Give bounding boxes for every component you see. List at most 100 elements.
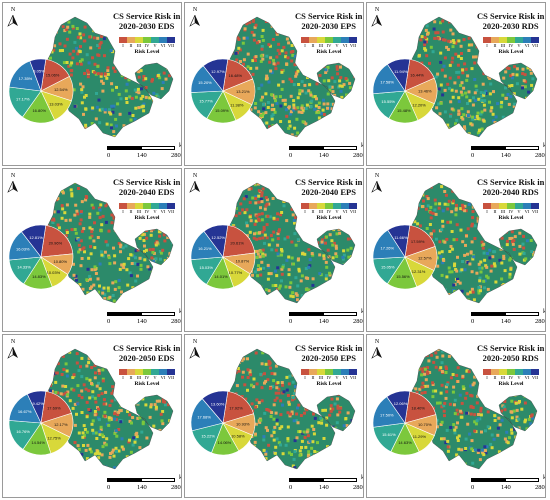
risk-level-legend: I II III IV V VI VII Risk Level bbox=[119, 369, 175, 388]
legend-level-label: V bbox=[335, 209, 339, 214]
scale-tick-label: 0 bbox=[471, 318, 475, 325]
scale-unit: km bbox=[543, 308, 546, 315]
pie-slice-label: 14.01% bbox=[214, 274, 228, 279]
legend-level-label: IV bbox=[326, 209, 332, 214]
legend-swatch bbox=[127, 369, 135, 375]
pie-slice-label: 15.05% bbox=[381, 264, 395, 269]
legend-swatch bbox=[491, 203, 499, 209]
legend-caption: Risk Level bbox=[316, 49, 342, 55]
scale-tick-label: 140 bbox=[319, 152, 329, 159]
north-arrow-icon: N bbox=[7, 339, 19, 359]
legend-swatch bbox=[167, 203, 175, 209]
legend-swatch bbox=[499, 203, 507, 209]
legend-level-label: III bbox=[500, 43, 506, 48]
map-panel: CS Service Risk in 2020-2050 EPS I II III IV V… bbox=[184, 334, 364, 498]
pie-slice-label: 15.48% bbox=[397, 108, 411, 113]
legend-level-label: I bbox=[122, 43, 124, 48]
legend-level-label: I bbox=[304, 209, 306, 214]
panel-title-line2: 2020-2030 EDS bbox=[118, 21, 175, 31]
north-arrow-icon: N bbox=[189, 339, 201, 359]
legend-level-label: III bbox=[500, 375, 506, 380]
risk-level-legend: I II III IV V VI VII Risk Level bbox=[483, 37, 539, 56]
scale-tick-label: 0 bbox=[471, 152, 475, 159]
legend-swatch bbox=[507, 369, 515, 375]
pie-slice-label: 11.94% bbox=[394, 69, 408, 74]
scale-segment bbox=[471, 478, 505, 482]
legend-level-label: VII bbox=[531, 375, 539, 380]
legend-level-label: III bbox=[318, 43, 324, 48]
pie-slice-label: 14.83% bbox=[32, 274, 46, 279]
pie-slice bbox=[222, 225, 256, 258]
map-panel: CS Service Risk in 2020-2030 EDS I II III IV V… bbox=[2, 2, 182, 166]
scale-tick-label: 280 bbox=[171, 484, 181, 491]
pie-slice-label: 20.96% bbox=[49, 241, 63, 246]
legend-swatch bbox=[515, 369, 523, 375]
scale-unit: km bbox=[543, 474, 546, 481]
map-panel: CS Service Risk in 2020-2040 RDS I II III IV V… bbox=[366, 168, 546, 332]
scale-tick-label: 280 bbox=[535, 152, 545, 159]
map-panel: CS Service Risk in 2020-2050 EDS I II III IV V… bbox=[2, 334, 182, 498]
pie-slice-label: 15.06% bbox=[46, 72, 60, 77]
legend-level-label: VII bbox=[349, 209, 357, 214]
panel-title-line2: 2020-2050 EDS bbox=[118, 353, 175, 363]
legend-level-label: VII bbox=[167, 43, 175, 48]
pie-slice-label: 10.80% bbox=[53, 259, 67, 264]
legend-swatch bbox=[119, 369, 127, 375]
legend-caption: Risk Level bbox=[498, 49, 524, 55]
scale-tick-label: 0 bbox=[107, 484, 111, 491]
scale-segment bbox=[289, 478, 323, 482]
scale-bar: 0 140 280 km bbox=[471, 308, 546, 331]
legend-level-label: VI bbox=[524, 209, 530, 214]
pie-slice-label: 16.44% bbox=[410, 73, 424, 78]
legend-swatch bbox=[301, 37, 309, 43]
legend-caption: Risk Level bbox=[134, 381, 160, 387]
pie-slice-label: 16.80% bbox=[32, 108, 46, 113]
legend-level-label: VII bbox=[349, 43, 357, 48]
panel-title-line1: CS Service Risk in bbox=[113, 343, 181, 353]
panel-title: CS Service Risk in 2020-2040 RDS bbox=[477, 177, 544, 197]
north-arrow-icon: N bbox=[371, 173, 383, 193]
risk-level-legend: I II III IV V VI VII Risk Level bbox=[483, 203, 539, 222]
legend-level-label: I bbox=[122, 209, 124, 214]
panel-title: CS Service Risk in 2020-2040 EPS bbox=[295, 177, 362, 197]
panel-title: CS Service Risk in 2020-2030 EPS bbox=[295, 11, 362, 31]
legend-swatch bbox=[309, 203, 317, 209]
scale-unit: km bbox=[179, 308, 182, 315]
scale-tick-label: 140 bbox=[137, 484, 147, 491]
pie-slice-label: 13.60% bbox=[211, 401, 225, 406]
scale-segment bbox=[141, 478, 175, 482]
panel-title-line2: 2020-2050 EPS bbox=[301, 353, 356, 363]
scale-tick-label: 280 bbox=[353, 152, 363, 159]
scale-bar: 0 140 280 km bbox=[107, 142, 181, 165]
map-panel: CS Service Risk in 2020-2040 EPS I II III IV V… bbox=[184, 168, 364, 332]
pie-slice-label: 17.35% bbox=[19, 76, 33, 81]
scale-tick-label: 140 bbox=[137, 318, 147, 325]
legend-level-label: IV bbox=[508, 375, 514, 380]
pie-slice-label: 17.69% bbox=[47, 405, 61, 410]
legend-swatch bbox=[483, 203, 491, 209]
panel-title-line2: 2020-2050 RDS bbox=[482, 353, 539, 363]
pie-slice-label: 8.05% bbox=[33, 69, 45, 74]
north-label: N bbox=[374, 173, 380, 179]
legend-swatch bbox=[349, 37, 357, 43]
legend-caption: Risk Level bbox=[498, 381, 524, 387]
legend-swatch bbox=[167, 37, 175, 43]
pie-slice-label: 15.03% bbox=[199, 265, 213, 270]
pie-slice-label: 15.77% bbox=[199, 99, 213, 104]
legend-swatch bbox=[159, 369, 167, 375]
legend-level-label: I bbox=[304, 43, 306, 48]
legend-level-label: VII bbox=[349, 375, 357, 380]
legend-level-label: VI bbox=[342, 43, 348, 48]
legend-swatch bbox=[523, 203, 531, 209]
north-arrow-icon: N bbox=[371, 7, 383, 27]
legend-swatch bbox=[483, 369, 491, 375]
scale-segment bbox=[323, 478, 357, 482]
legend-swatch bbox=[499, 369, 507, 375]
panel-title-line1: CS Service Risk in bbox=[295, 343, 363, 353]
risk-level-legend: I II III IV V VI VII Risk Level bbox=[119, 203, 175, 222]
scale-bar: 0 140 280 km bbox=[107, 308, 182, 331]
legend-level-label: II bbox=[493, 43, 497, 48]
legend-level-label: VI bbox=[342, 209, 348, 214]
legend-level-label: VI bbox=[160, 375, 166, 380]
